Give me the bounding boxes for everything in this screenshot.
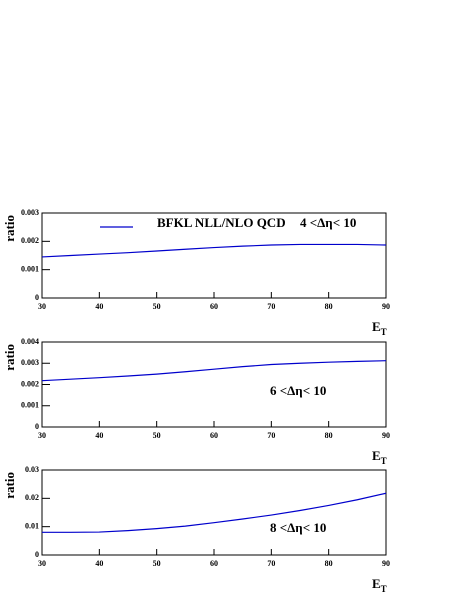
x-tick-label: 90 (382, 302, 390, 311)
data-line (41, 360, 387, 382)
x-tick-label: 70 (267, 559, 275, 568)
y-tick-label: 0 (35, 293, 39, 302)
x-tick-label: 50 (153, 302, 161, 311)
x-tick-label: 50 (153, 559, 161, 568)
x-tick-label: 30 (38, 302, 46, 311)
annotation: 6 <Δη< 10 (270, 383, 326, 398)
x-tick-label: 70 (267, 302, 275, 311)
x-tick-label: 50 (153, 431, 161, 440)
x-tick-label: 70 (267, 431, 275, 440)
y-tick-label: 0.003 (21, 208, 39, 217)
plot-frame (41, 341, 387, 428)
x-axis-label-sub: T (381, 327, 387, 337)
y-tick-label: 0.001 (21, 264, 39, 273)
x-tick-label: 30 (38, 559, 46, 568)
x-axis-label: ET (372, 576, 387, 594)
y-axis-label: ratio (2, 215, 17, 242)
x-axis-label: ET (372, 448, 387, 466)
x-axis-label-sub: T (381, 584, 387, 594)
annotation: 4 <Δη< 10 (300, 215, 356, 230)
x-axis-label: ET (372, 319, 387, 337)
y-tick-label: 0.001 (21, 401, 39, 410)
x-tick-label: 40 (95, 302, 103, 311)
plot-frame (41, 469, 387, 556)
x-tick-label: 60 (210, 302, 218, 311)
data-line (41, 243, 387, 258)
x-tick-label: 60 (210, 559, 218, 568)
legend-label: BFKL NLL/NLO QCD (157, 215, 286, 230)
y-tick-label: 0.004 (21, 337, 39, 346)
x-tick-label: 80 (325, 431, 333, 440)
x-tick-label: 90 (382, 431, 390, 440)
x-axis-label-sub: T (381, 456, 387, 466)
x-tick-label: 80 (325, 559, 333, 568)
x-axis-label-main: E (372, 576, 381, 591)
annotation: 8 <Δη< 10 (270, 520, 326, 535)
x-tick-label: 80 (325, 302, 333, 311)
data-line (42, 492, 387, 533)
y-tick-label: 0.01 (25, 521, 39, 530)
x-axis-label-main: E (372, 448, 381, 463)
x-tick-label: 30 (38, 431, 46, 440)
y-axis-label: ratio (2, 472, 17, 499)
y-tick-label: 0.003 (21, 358, 39, 367)
x-tick-label: 40 (95, 559, 103, 568)
y-tick-label: 0.002 (21, 236, 39, 245)
y-axis-label: ratio (2, 344, 17, 371)
x-axis-label-main: E (372, 319, 381, 334)
y-tick-label: 0 (35, 550, 39, 559)
y-tick-label: 0.02 (25, 493, 39, 502)
y-tick-label: 0 (35, 422, 39, 431)
x-tick-label: 60 (210, 431, 218, 440)
x-tick-label: 90 (382, 559, 390, 568)
y-tick-label: 0.03 (25, 465, 39, 474)
y-tick-label: 0.002 (21, 379, 39, 388)
x-tick-label: 40 (95, 431, 103, 440)
